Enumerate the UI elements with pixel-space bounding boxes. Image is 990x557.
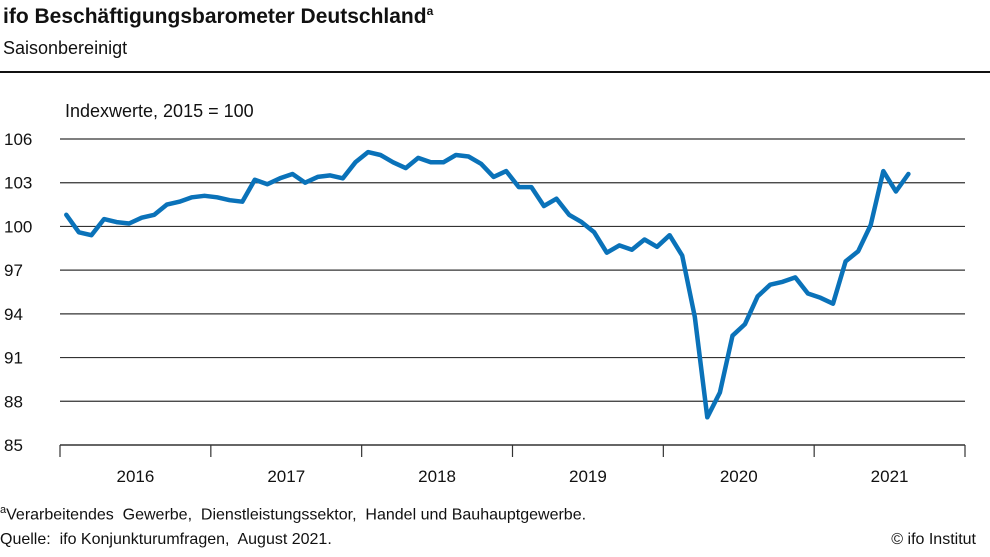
- y-axis-label: Indexwerte, 2015 = 100: [65, 101, 254, 121]
- y-tick-label: 88: [4, 392, 23, 411]
- y-tick-label: 85: [4, 436, 23, 455]
- chart-title: ifo Beschäftigungsbarometer Deutschlanda: [3, 4, 433, 29]
- x-tick-label: 2019: [569, 467, 607, 486]
- y-tick-label: 100: [4, 217, 32, 236]
- footnote-text: Verarbeitendes Gewerbe, Dienstleistungss…: [6, 506, 587, 524]
- x-tick-label: 2021: [871, 467, 909, 486]
- footnote: aVerarbeitendes Gewerbe, Dienstleistungs…: [0, 504, 586, 524]
- x-tick-label: 2016: [117, 467, 155, 486]
- x-tick-label: 2017: [267, 467, 305, 486]
- copyright: © ifo Institut: [891, 531, 976, 548]
- y-tick-label: 106: [4, 130, 32, 149]
- x-tick-label: 2020: [720, 467, 758, 486]
- title-footnote-marker: a: [426, 4, 434, 18]
- y-tick-label: 103: [4, 174, 32, 193]
- y-tick-label: 91: [4, 349, 23, 368]
- source: Quelle: ifo Konjunkturumfragen, August 2…: [0, 531, 332, 548]
- chart-subtitle: Saisonbereinigt: [3, 38, 128, 58]
- title-rule: [0, 71, 990, 73]
- x-tick-label: 2018: [418, 467, 456, 486]
- series-line: [64, 149, 911, 420]
- y-tick-label: 94: [4, 305, 23, 324]
- title-text: ifo Beschäftigungsbarometer Deutschland: [3, 5, 427, 28]
- y-tick-label: 97: [4, 261, 23, 280]
- footnote-marker: a: [0, 504, 7, 516]
